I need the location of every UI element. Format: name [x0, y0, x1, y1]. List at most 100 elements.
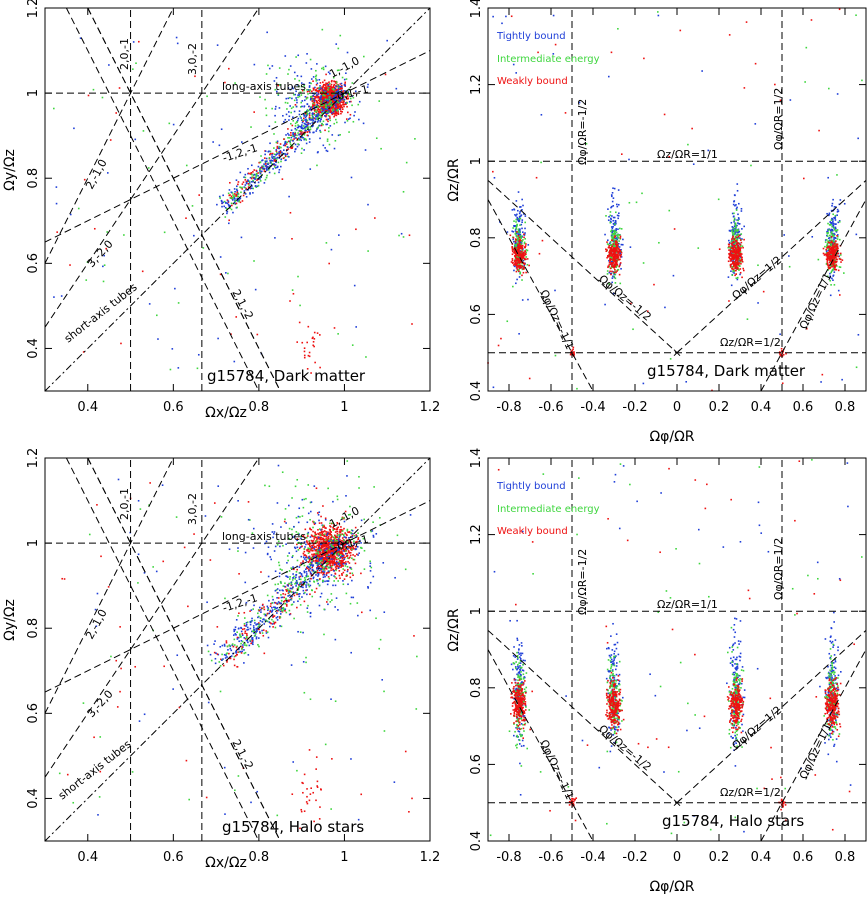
data-point — [325, 567, 327, 569]
data-point — [354, 90, 357, 93]
data-point — [352, 96, 355, 99]
data-point — [735, 254, 737, 256]
data-point — [255, 169, 258, 172]
data-point — [732, 243, 734, 245]
data-point — [619, 256, 622, 258]
data-point — [782, 353, 785, 356]
data-point — [308, 118, 311, 120]
data-point — [523, 264, 526, 267]
data-point — [833, 264, 835, 266]
data-point — [302, 113, 305, 116]
data-point — [271, 157, 274, 159]
data-point — [284, 152, 286, 155]
data-point — [299, 138, 301, 141]
data-point — [303, 84, 306, 87]
data-point — [731, 257, 734, 260]
data-point — [736, 234, 738, 237]
data-point — [635, 201, 638, 204]
data-point — [492, 15, 494, 18]
data-point — [320, 530, 323, 533]
data-point — [834, 230, 837, 232]
data-point — [345, 103, 347, 106]
data-point — [303, 114, 306, 116]
data-point — [827, 240, 829, 243]
data-point — [295, 97, 297, 99]
y-axis-label: Ωz/ΩR — [446, 158, 462, 201]
data-point — [613, 247, 615, 249]
data-point — [855, 366, 858, 369]
data-point — [606, 249, 608, 251]
data-point — [297, 143, 299, 145]
data-point — [524, 221, 527, 224]
data-point — [331, 112, 333, 114]
data-point — [329, 106, 332, 109]
data-point — [276, 142, 279, 144]
data-point — [612, 232, 614, 235]
data-point — [835, 244, 837, 246]
data-point — [278, 147, 280, 149]
data-point — [612, 261, 615, 264]
data-point — [826, 232, 828, 234]
resonance-label-phiz-1: Ωφ/Ωz=1/1 — [797, 271, 834, 331]
data-point — [306, 567, 308, 570]
data-point — [523, 213, 525, 215]
data-point — [309, 58, 312, 61]
data-point — [315, 92, 318, 94]
data-point — [521, 264, 523, 267]
data-point — [276, 147, 279, 149]
data-point — [292, 140, 294, 142]
data-point — [515, 234, 518, 236]
data-point — [156, 314, 158, 317]
data-point — [338, 69, 340, 71]
resonance-line-neg1-2-1 — [44, 50, 431, 243]
data-point — [247, 182, 250, 185]
data-point — [287, 111, 290, 113]
data-point — [274, 164, 277, 166]
data-point — [249, 193, 251, 195]
data-point — [833, 254, 836, 256]
data-point — [347, 550, 350, 552]
data-point — [316, 90, 319, 93]
data-point — [271, 163, 273, 165]
data-point — [303, 122, 306, 125]
data-point — [289, 143, 292, 146]
data-point — [347, 560, 349, 563]
data-point — [313, 338, 316, 340]
data-point — [219, 273, 222, 276]
data-point — [320, 98, 322, 101]
data-point — [351, 95, 353, 97]
data-point — [733, 253, 735, 256]
data-point — [728, 252, 730, 255]
data-point — [344, 556, 346, 559]
data-point — [521, 227, 523, 230]
data-point — [514, 263, 516, 266]
data-point — [300, 129, 303, 132]
data-point — [829, 246, 831, 248]
data-point — [327, 85, 329, 87]
data-point — [517, 246, 520, 249]
data-point — [837, 234, 839, 236]
data-point — [244, 184, 247, 186]
data-point — [310, 539, 313, 542]
data-point — [825, 258, 828, 260]
data-point — [316, 110, 318, 113]
data-point — [729, 247, 732, 250]
data-point — [825, 253, 828, 256]
data-point — [236, 197, 239, 200]
data-point — [299, 304, 301, 307]
data-point — [247, 186, 250, 188]
data-point — [522, 251, 525, 254]
data-point — [521, 250, 523, 253]
data-point — [607, 266, 609, 269]
data-point — [831, 217, 833, 220]
data-point — [317, 99, 320, 102]
data-point — [836, 252, 839, 255]
data-point — [836, 211, 839, 213]
data-point — [335, 109, 338, 112]
data-point — [339, 107, 342, 109]
data-point — [315, 99, 318, 102]
data-point — [511, 258, 514, 260]
data-point — [331, 113, 334, 116]
data-point — [517, 243, 519, 246]
data-point — [315, 114, 318, 117]
